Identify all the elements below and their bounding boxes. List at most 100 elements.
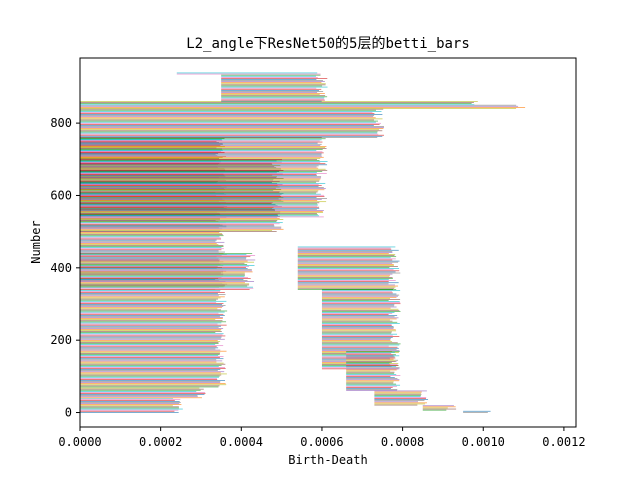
betti-bar [80,304,223,305]
betti-bar [80,134,385,136]
betti-bar [80,108,517,109]
betti-bar [80,107,526,108]
betti-bar [80,377,217,379]
betti-bar [321,296,397,298]
betti-bar [346,384,401,386]
betti-bar [221,80,323,81]
betti-bar [463,411,488,413]
x-ticks: 0.0000 0.0002 0.0004 0.0006 0.0008 0.0010 0.00… [58,427,586,449]
betti-bar [80,270,252,272]
betti-bar [80,233,223,234]
betti-bar [80,161,282,163]
betti-bar [321,293,397,295]
betti-bar [80,184,283,186]
betti-bar [80,395,198,396]
betti-bar [80,283,250,285]
betti-bar [346,390,398,391]
y-tick-label: 400 [50,261,72,275]
betti-bar [321,302,401,303]
betti-bar [80,243,217,244]
betti-bar [80,334,223,336]
betti-bar [80,277,249,278]
betti-bar [80,177,284,179]
betti-bar [80,382,221,383]
betti-bar [80,303,224,304]
betti-bar [80,172,277,174]
betti-bar [80,131,378,133]
betti-bar [80,197,284,199]
betti-bar [80,273,245,275]
betti-bar [321,345,389,347]
betti-bar [221,88,322,90]
betti-bar [80,113,375,114]
betti-bar [321,344,400,346]
betti-bar [221,94,320,95]
betti-bar [80,411,179,413]
betti-bar [80,274,245,276]
betti-bar [346,356,395,358]
betti-bar [80,292,225,293]
betti-bar [80,325,221,327]
betti-bar [221,96,328,98]
betti-bar [80,200,284,202]
betti-bar [321,332,392,334]
betti-bar [80,122,381,124]
betti-bar [80,245,224,246]
betti-bar [80,375,220,377]
betti-bar [80,148,327,149]
betti-bar [80,254,247,255]
betti-bar [80,214,318,216]
betti-bar [80,216,324,218]
betti-bar [297,269,394,271]
betti-bar [221,93,325,94]
betti-bar [321,320,393,322]
betti-bar [80,220,278,221]
betti-bar [80,324,227,326]
betti-bar [321,324,392,325]
betti-bar [80,215,280,217]
betti-bar [346,358,394,360]
betti-bar [346,374,397,375]
betti-bar [80,207,320,209]
betti-bar [80,298,219,300]
betti-bar [346,352,395,353]
betti-bar [80,109,376,111]
betti-bar [374,403,426,405]
betti-bar [221,85,323,87]
chart-title: L2_angle下ResNet50的5层的betti_bars [186,36,470,52]
betti-bar [80,179,274,180]
betti-bar [297,247,391,249]
betti-bar [463,410,491,412]
betti-bar [321,343,401,345]
betti-bar [80,169,328,171]
betti-bar [297,257,391,259]
betti-bar [80,187,276,189]
betti-bar [80,322,222,324]
betti-bar [80,192,317,194]
betti-bar [80,360,223,362]
betti-bar [80,219,284,220]
betti-bar [297,246,396,248]
betti-bar [80,401,180,402]
betti-bar [80,154,216,155]
betti-bar [346,363,390,364]
betti-bar [80,240,216,242]
betti-bar [80,200,318,201]
betti-bar [321,342,398,344]
y-axis-label: Number [29,220,43,263]
betti-bar [221,99,325,101]
betti-bar [321,317,399,319]
betti-bar [80,264,248,265]
betti-bar [80,328,224,329]
betti-bar [80,208,273,209]
betti-bar [80,387,200,389]
y-tick-label: 600 [50,188,72,202]
betti-bar [80,384,227,386]
betti-bar [80,159,318,160]
betti-bar [80,127,385,128]
betti-bar [80,104,475,106]
betti-bar [80,337,221,339]
betti-bar [80,169,282,170]
betti-bar [80,370,218,371]
betti-bar [80,188,326,190]
